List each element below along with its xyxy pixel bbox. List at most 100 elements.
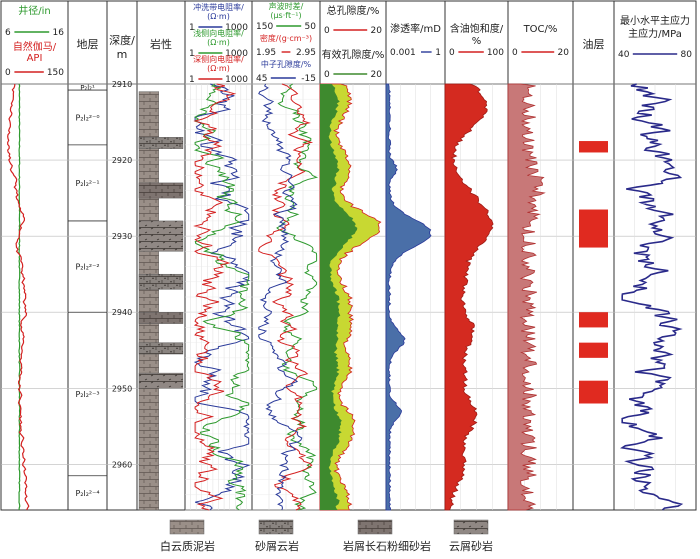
strata-zone-label: P₂l₂²⁻² — [75, 263, 99, 272]
effective-porosity-title: 有效孔隙度/% — [322, 48, 385, 61]
neutron-title: 中子孔隙度/% — [261, 59, 312, 69]
toc-title: TOC/% — [523, 24, 558, 35]
neutron-curve — [258, 83, 303, 511]
sonic-title: 声波时差/ — [269, 1, 304, 11]
legend-label-dolomite-clastic-sandstone: 云屑砂岩 — [449, 540, 493, 553]
strata-zone-label: P₂l₂²⁻⁴ — [75, 489, 99, 498]
legend-swatch — [453, 519, 489, 535]
depth-tick-label: 2960 — [112, 460, 132, 469]
depth-tick-label: 2930 — [112, 232, 132, 241]
lithology-block — [138, 182, 184, 199]
oil-layer-interval — [579, 209, 608, 248]
sonic-curve — [276, 83, 319, 511]
resistivity-unit: (Ω·m) — [207, 38, 230, 47]
stress-title: 最小水平主应力 — [620, 14, 690, 27]
oil-saturation-scale-line-max: 100 — [487, 48, 504, 58]
legend-label-sandy-dolomite: 砂屑云岩 — [255, 540, 299, 553]
caliper-scale-line-min: 6 — [5, 28, 11, 38]
neutron-scale-line-max: -15 — [301, 74, 316, 84]
gr-scale-line-min: 0 — [5, 68, 11, 78]
stress-scale-line-min: 40 — [618, 50, 630, 60]
depth-header: 深度/ — [109, 33, 135, 47]
permeability-fill — [385, 83, 432, 511]
toc-fill — [507, 83, 546, 511]
total-porosity-title: 总孔隙度/% — [327, 4, 380, 17]
resistivity-scale-line-min: 1 — [189, 49, 195, 59]
oil-layer-interval — [579, 141, 608, 153]
density-curve — [258, 83, 314, 511]
gr-title: 自然伽马/ — [13, 40, 57, 53]
resistivity-unit: (Ω·m) — [207, 64, 230, 73]
density-scale-line-min: 1.95 — [256, 48, 276, 58]
oil-saturation-title: 含油饱和度/ — [450, 22, 504, 35]
flush-resistivity-curve — [193, 83, 251, 511]
effective-porosity-scale-line-min: 0 — [324, 70, 330, 80]
depth-unit: m — [117, 48, 128, 61]
strata-header: 地层 — [77, 38, 99, 51]
deep-resistivity-curve — [193, 83, 237, 511]
resistivity-title: 深侧向电阻率/ — [193, 54, 244, 64]
strata-zone-label: P₂l₂²⁻¹ — [75, 179, 99, 188]
strata-zone-label: P₂l₂²⁻⁰ — [75, 113, 99, 122]
resistivity-scale-line-max: 1000 — [225, 75, 248, 85]
oil-layer-header: 油层 — [583, 37, 605, 51]
gr-scale-line-max: 150 — [47, 68, 64, 78]
lithology-block — [138, 137, 184, 149]
depth-tick-label: 2950 — [112, 384, 132, 393]
oil-layer-interval — [579, 312, 608, 328]
oil-saturation-unit: % — [472, 36, 482, 47]
oil-layer-interval — [579, 342, 608, 358]
oil-saturation-fill — [444, 83, 494, 511]
lithology-header: 岩性 — [150, 37, 172, 51]
shallow-resistivity-curve — [193, 83, 250, 511]
caliper-scale-line-max: 16 — [53, 28, 65, 38]
oil-layer-interval — [579, 380, 608, 404]
permeability-title: 渗透率/mD — [390, 22, 441, 35]
resistivity-title: 冲洗带电阻率/ — [193, 2, 244, 12]
effective-porosity-scale-line-max: 20 — [371, 70, 383, 80]
stress-scale-line-max: 80 — [681, 50, 693, 60]
caliper-curve — [18, 83, 21, 511]
density-title: 密度/(g·cm⁻³) — [260, 33, 312, 43]
permeability-scale-line-min: 0.001 — [390, 48, 416, 58]
strata-zone-label: P₂l₂¹ — [80, 84, 95, 92]
depth-tick-label: 2920 — [112, 156, 132, 165]
total-porosity-fill — [319, 83, 382, 511]
depth-tick-label: 2910 — [112, 80, 132, 89]
legend-label-lithic-feldspar-siltstone: 岩屑长石粉细砂岩 — [343, 540, 431, 553]
strata-zone-label: P₂l₂²⁻³ — [75, 390, 99, 399]
legend-swatch — [357, 519, 393, 535]
effective-porosity-fill — [320, 84, 358, 510]
lithology-block — [138, 91, 159, 511]
total-porosity-scale-line-min: 0 — [324, 26, 330, 36]
resistivity-title: 浅侧向电阻率/ — [193, 28, 244, 38]
gr-curve — [7, 83, 30, 511]
sonic-scale-line-max: 50 — [305, 22, 317, 32]
caliper-title: 井径/in — [18, 4, 51, 17]
resistivity-scale-line-min: 1 — [189, 23, 195, 33]
density-scale-line-max: 2.95 — [296, 48, 316, 58]
neutron-scale-line-min: 45 — [256, 74, 267, 84]
resistivity-scale-line-max: 1000 — [225, 23, 248, 33]
depth-tick-label: 2940 — [112, 308, 132, 317]
legend-label-dolomitic-mudstone: 白云质泥岩 — [160, 540, 215, 553]
total-porosity-scale-line-max: 20 — [371, 26, 383, 36]
sonic-scale-line-min: 150 — [256, 22, 273, 32]
resistivity-scale-line-max: 1000 — [225, 49, 248, 59]
legend-swatch — [169, 519, 205, 535]
stress-curve — [620, 83, 684, 511]
lithology-block — [138, 312, 184, 324]
sonic-unit: (μs·ft⁻¹) — [270, 11, 301, 20]
legend-swatch — [258, 519, 294, 535]
lithology-block — [138, 372, 184, 389]
toc-scale-line-max: 20 — [558, 48, 570, 58]
toc-scale-line-min: 0 — [512, 48, 518, 58]
lithology-block — [138, 220, 184, 252]
resistivity-scale-line-min: 1 — [189, 75, 195, 85]
oil-saturation-scale-line-min: 0 — [449, 48, 455, 58]
lithology-block — [138, 273, 184, 290]
permeability-scale-line-max: 1 — [435, 48, 441, 58]
stress-unit: 主应力/MPa — [628, 27, 682, 40]
